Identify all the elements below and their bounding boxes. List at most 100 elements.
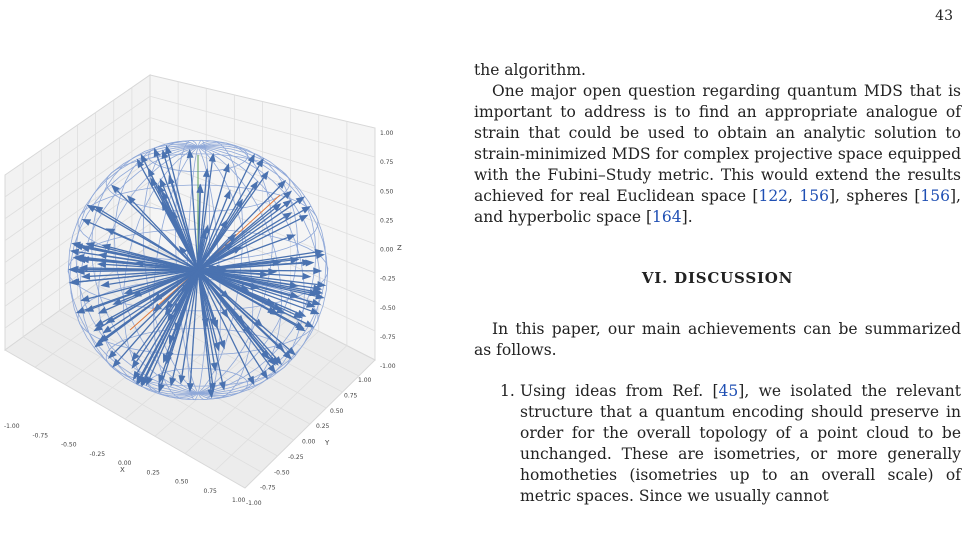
state-vector — [197, 206, 312, 271]
state-vector — [197, 269, 280, 316]
z-tick-label: 0.50 — [380, 188, 394, 195]
y-tick-label: 0.75 — [344, 392, 358, 399]
paragraph-text: ], and hyperbolic space [ — [474, 187, 961, 226]
x-tick-label: 1.00 — [232, 497, 246, 504]
z-axis-label: Z — [397, 244, 402, 252]
z-tick-label: -0.25 — [380, 276, 396, 283]
state-vector — [197, 269, 276, 305]
continued-line: the algorithm. — [474, 61, 586, 79]
list-number: 1. — [500, 382, 515, 400]
state-vector — [136, 158, 199, 271]
state-vector — [169, 269, 199, 387]
state-vector — [197, 269, 226, 391]
z-tick-label: 1.00 — [380, 130, 394, 137]
citation-link[interactable]: 156 — [920, 187, 950, 205]
meridian-line — [68, 146, 328, 394]
achievements-list: 1. Using ideas from Ref. [45], we isolat… — [500, 381, 961, 507]
state-vector — [161, 149, 199, 271]
state-vector — [105, 228, 199, 271]
state-vector — [97, 252, 199, 271]
x-tick-label: -0.75 — [33, 432, 49, 439]
y-tick-label: -0.50 — [274, 469, 290, 476]
state-vector — [158, 269, 199, 384]
state-vector — [70, 269, 199, 286]
state-vector — [197, 167, 210, 271]
state-vector — [126, 195, 199, 271]
y-tick-label: 0.25 — [316, 423, 330, 430]
state-vector — [197, 153, 255, 271]
state-vector — [197, 269, 270, 278]
y-tick-labels: -1.00 -0.75 -0.50 -0.25 0.00 0.25 0.50 0.75 1.00 — [246, 377, 372, 507]
x-tick-label: 0.50 — [175, 479, 189, 486]
state-vector — [197, 199, 292, 271]
state-vector — [197, 179, 287, 271]
state-vector — [197, 269, 283, 366]
z-tick-label: 0.75 — [380, 159, 394, 166]
state-vector — [197, 269, 316, 308]
state-vector — [197, 269, 320, 315]
state-vector — [99, 269, 199, 343]
bloch-sphere-figure: 1.00 0.75 0.50 0.25 0.00 -0.25 -0.50 -0.75 -1.00… — [0, 0, 440, 537]
citation-link[interactable]: 156 — [799, 187, 829, 205]
state-vector — [93, 205, 199, 271]
bloch-sphere-plot: 1.00 0.75 0.50 0.25 0.00 -0.25 -0.50 -0.75 -1.00… — [4, 74, 402, 507]
state-vector — [197, 269, 255, 386]
state-vector — [85, 241, 199, 271]
state-vector — [197, 259, 312, 271]
state-vector — [197, 189, 231, 271]
y-tick-label: -0.25 — [288, 454, 304, 461]
state-vector — [196, 183, 204, 271]
citation-link[interactable]: 45 — [718, 382, 739, 400]
y-tick-label: 0.50 — [330, 408, 344, 415]
y-tick-label: 1.00 — [358, 377, 372, 384]
paragraph-text: One major open question regarding quantu… — [474, 82, 961, 205]
x-tick-label: -0.25 — [90, 451, 106, 458]
state-vector — [97, 269, 199, 314]
state-vector — [197, 252, 326, 271]
state-vector — [178, 269, 199, 385]
state-vector — [100, 269, 199, 288]
x-tick-label: -1.00 — [4, 423, 20, 430]
state-vector — [102, 269, 199, 334]
paragraph-text: ], spheres [ — [828, 187, 921, 205]
y-axis-label: Y — [324, 439, 330, 447]
state-vector — [178, 245, 199, 271]
state-vector — [197, 269, 292, 360]
state-vector — [171, 210, 199, 271]
state-vector — [105, 269, 199, 324]
paragraph-quantum-mds: One major open question regarding quantu… — [474, 81, 961, 228]
x-tick-label: 0.75 — [204, 488, 218, 495]
page-number: 43 — [935, 8, 953, 24]
z-tick-labels: 1.00 0.75 0.50 0.25 0.00 -0.25 -0.50 -0.75 -1.00 — [380, 130, 396, 370]
list-item-text: Using ideas from Ref. [45], we isolated … — [520, 381, 961, 507]
state-vector — [79, 256, 199, 271]
state-vector — [197, 234, 297, 271]
state-vector — [197, 269, 327, 288]
state-vector — [197, 269, 270, 360]
z-tick-label: -0.75 — [380, 334, 396, 341]
parallel-line — [77, 279, 319, 356]
y-tick-label: -1.00 — [246, 500, 262, 507]
state-vector — [197, 269, 229, 319]
citation-link[interactable]: 164 — [652, 208, 682, 226]
state-vector — [68, 266, 199, 274]
state-vector — [197, 269, 226, 350]
state-vector — [197, 198, 243, 271]
state-vector — [186, 269, 199, 393]
state-vector — [112, 269, 199, 368]
paragraph-summary: In this paper, our main achievements can… — [474, 320, 961, 359]
state-vector — [180, 269, 199, 294]
state-vector — [80, 269, 199, 280]
state-vector — [197, 162, 230, 271]
x-tick-labels: -1.00 -0.75 -0.50 -0.25 0.00 0.25 0.50 0.75 1.00 — [4, 423, 246, 504]
z-tick-label: 0.00 — [380, 247, 394, 254]
z-tick-label: -0.50 — [380, 305, 396, 312]
parallel-line — [67, 228, 329, 312]
state-vector — [197, 269, 319, 297]
citation-link[interactable]: 122 — [758, 187, 789, 205]
state-vector — [153, 147, 199, 271]
state-vector — [165, 144, 199, 271]
state-vector — [80, 269, 199, 302]
state-vector — [80, 245, 199, 271]
state-vector — [123, 269, 199, 295]
